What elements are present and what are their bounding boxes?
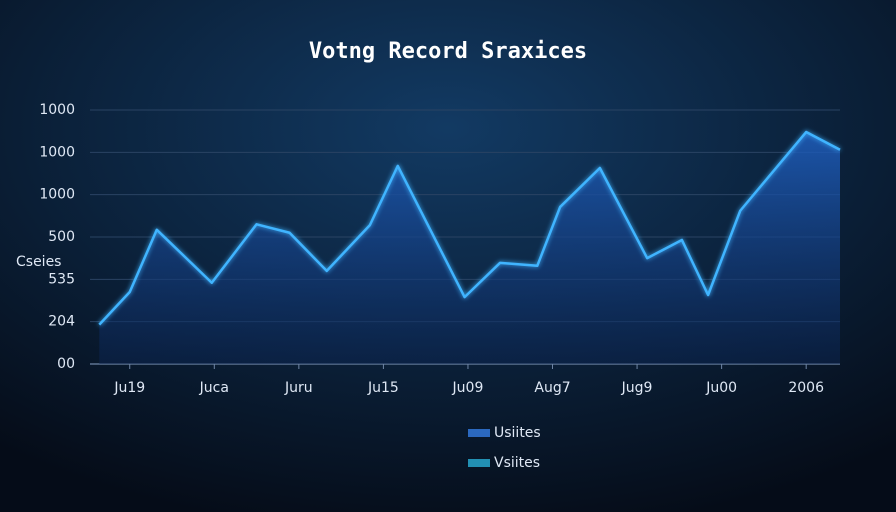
y-tick-label: 204 — [48, 314, 75, 330]
line — [98, 130, 841, 326]
chart-title: Votng Record Sraxices — [309, 39, 587, 64]
legend-swatch — [468, 429, 490, 437]
legend-label: Usiites — [494, 425, 541, 441]
legend-label: Vsiites — [494, 455, 540, 471]
x-tick-label: 2006 — [788, 380, 824, 396]
y-tick-label: 1000 — [39, 144, 75, 160]
x-tick-label: Ju00 — [705, 380, 737, 396]
x-tick-label: Juru — [284, 380, 313, 396]
x-tick-label: Ju19 — [113, 380, 145, 396]
legend-swatch — [468, 459, 490, 467]
x-tick-label: Juca — [199, 380, 229, 396]
x-tick-label: Ju09 — [452, 380, 484, 396]
x-tick-label: Ju15 — [367, 380, 399, 396]
x-tick-label: Jug9 — [621, 380, 653, 396]
area — [99, 132, 840, 364]
y-axis-label: Cseies — [16, 254, 61, 270]
y-tick-label: 1000 — [39, 187, 75, 203]
y-tick-label: 500 — [48, 229, 75, 245]
y-tick-label: 535 — [48, 271, 75, 287]
y-tick-label: 1000 — [39, 102, 75, 118]
y-tick-label: 00 — [57, 356, 75, 372]
x-tick-label: Aug7 — [534, 380, 570, 396]
